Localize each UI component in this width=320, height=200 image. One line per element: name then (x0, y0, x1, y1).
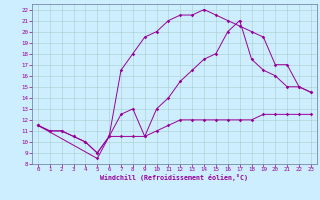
X-axis label: Windchill (Refroidissement éolien,°C): Windchill (Refroidissement éolien,°C) (100, 174, 248, 181)
